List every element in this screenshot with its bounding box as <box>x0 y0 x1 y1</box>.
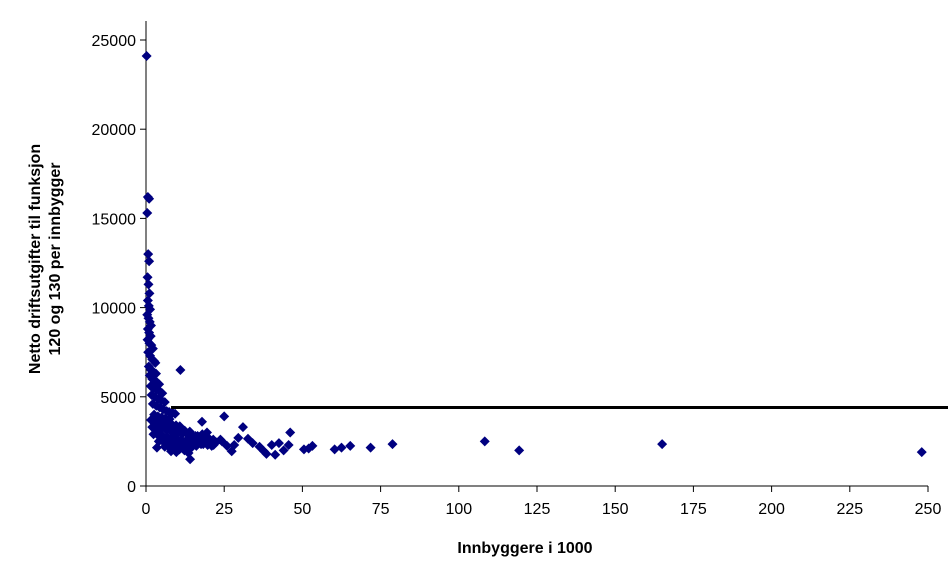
x-tick-label: 225 <box>836 501 863 518</box>
data-point <box>144 256 155 267</box>
data-point <box>285 427 296 438</box>
data-point <box>144 288 155 299</box>
data-point <box>266 439 277 450</box>
data-point <box>479 436 490 447</box>
data-point <box>142 272 153 283</box>
x-tick-label: 50 <box>294 501 312 518</box>
data-point <box>163 422 174 433</box>
y-ticks: 0 5000 10000 15000 20000 25000 <box>92 33 146 496</box>
data-point <box>184 426 195 437</box>
data-point <box>229 439 240 450</box>
data-point <box>278 445 289 456</box>
data-point <box>150 357 161 368</box>
data-point <box>171 447 182 458</box>
data-point <box>916 447 927 458</box>
data-point <box>329 444 340 455</box>
data-point <box>219 411 230 422</box>
data-points <box>141 51 927 465</box>
x-tick-label: 100 <box>445 501 472 518</box>
data-point <box>143 279 154 290</box>
data-point <box>233 432 244 443</box>
x-ticks: 0 25 50 75 100 125 150 175 200 225 250 <box>142 486 942 518</box>
data-point <box>208 439 219 450</box>
data-point <box>365 442 376 453</box>
data-point <box>200 437 211 448</box>
axes <box>145 21 928 487</box>
data-point <box>175 365 186 376</box>
y-tick-label: 20000 <box>92 122 137 139</box>
data-point <box>247 438 258 449</box>
data-point <box>283 439 294 450</box>
data-point <box>196 416 207 427</box>
x-tick-label: 150 <box>602 501 629 518</box>
y-axis-title-line-2: 120 og 130 per innbygger <box>47 163 64 356</box>
data-point <box>237 422 248 433</box>
data-point <box>514 445 525 456</box>
y-tick-label: 5000 <box>100 390 136 407</box>
data-point <box>273 438 284 449</box>
data-point <box>159 397 170 408</box>
x-tick-label: 125 <box>524 501 551 518</box>
y-tick-label: 0 <box>127 479 136 496</box>
data-point <box>387 439 398 450</box>
data-point <box>270 449 281 460</box>
y-tick-label: 10000 <box>92 301 137 318</box>
data-point <box>142 208 153 219</box>
data-point <box>336 442 347 453</box>
x-tick-label: 75 <box>372 501 390 518</box>
data-point <box>345 440 356 451</box>
y-axis-title: Netto driftsutgifter til funksjon 120 og… <box>27 144 64 374</box>
data-point <box>151 442 162 453</box>
data-point <box>222 440 233 451</box>
data-point <box>143 249 154 260</box>
y-tick-label: 15000 <box>92 211 137 228</box>
data-point <box>141 51 152 62</box>
x-tick-label: 25 <box>215 501 233 518</box>
data-point <box>261 448 272 459</box>
x-tick-label: 250 <box>915 501 942 518</box>
x-tick-label: 0 <box>142 501 151 518</box>
y-tick-label: 25000 <box>92 33 137 50</box>
x-axis-title: Innbyggere i 1000 <box>457 540 592 557</box>
x-tick-label: 175 <box>680 501 707 518</box>
data-point <box>201 427 212 438</box>
data-point <box>307 440 318 451</box>
y-axis-title-line-1: Netto driftsutgifter til funksjon <box>27 144 44 374</box>
data-point <box>144 193 155 204</box>
data-point <box>657 439 668 450</box>
x-tick-label: 200 <box>758 501 785 518</box>
data-point <box>185 454 196 465</box>
data-point <box>170 408 181 419</box>
